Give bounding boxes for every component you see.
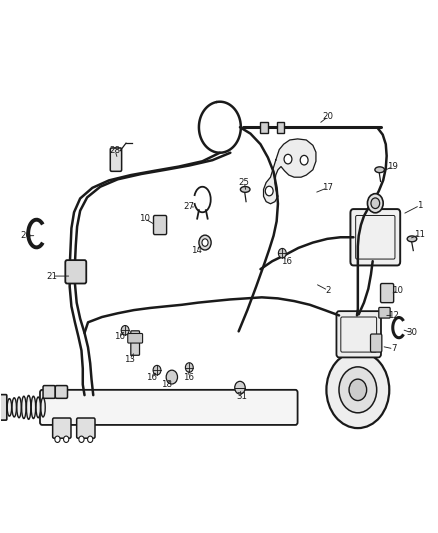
Text: 19: 19	[387, 162, 398, 171]
Ellipse shape	[41, 398, 45, 417]
FancyBboxPatch shape	[350, 209, 400, 265]
Ellipse shape	[36, 397, 40, 418]
Circle shape	[202, 239, 208, 246]
Text: 1: 1	[417, 201, 423, 210]
Text: 27: 27	[184, 203, 195, 212]
FancyBboxPatch shape	[77, 418, 95, 438]
Text: 21: 21	[47, 272, 58, 280]
Ellipse shape	[21, 396, 26, 418]
Text: 26: 26	[21, 231, 32, 240]
Ellipse shape	[26, 395, 31, 419]
Text: 18: 18	[161, 380, 172, 389]
FancyBboxPatch shape	[55, 385, 67, 398]
Circle shape	[64, 436, 69, 442]
Circle shape	[153, 366, 161, 375]
Text: 30: 30	[406, 328, 417, 337]
Text: 25: 25	[239, 178, 250, 187]
Circle shape	[199, 235, 211, 250]
Circle shape	[265, 186, 273, 196]
FancyBboxPatch shape	[153, 215, 166, 235]
FancyBboxPatch shape	[336, 311, 381, 358]
FancyBboxPatch shape	[381, 284, 394, 303]
Ellipse shape	[17, 397, 21, 418]
Circle shape	[284, 155, 292, 164]
Bar	[261, 122, 268, 133]
Text: 16: 16	[146, 373, 157, 382]
Ellipse shape	[7, 399, 12, 416]
FancyBboxPatch shape	[65, 260, 86, 284]
Text: 7: 7	[391, 344, 396, 353]
Text: 10: 10	[139, 214, 150, 223]
Circle shape	[166, 370, 177, 384]
Text: 13: 13	[124, 355, 135, 364]
Bar	[277, 122, 285, 133]
Circle shape	[185, 363, 193, 372]
Circle shape	[279, 248, 286, 258]
Ellipse shape	[407, 236, 417, 242]
Polygon shape	[264, 139, 316, 204]
Text: 16: 16	[114, 332, 125, 341]
FancyBboxPatch shape	[43, 385, 55, 398]
Text: 31: 31	[236, 392, 247, 401]
Text: 16: 16	[183, 373, 194, 382]
Text: 12: 12	[388, 311, 399, 320]
Circle shape	[300, 156, 308, 165]
FancyBboxPatch shape	[0, 394, 7, 420]
Circle shape	[349, 379, 367, 401]
Circle shape	[367, 193, 383, 213]
Ellipse shape	[31, 396, 35, 418]
Ellipse shape	[12, 398, 16, 417]
FancyBboxPatch shape	[40, 390, 297, 425]
Circle shape	[121, 326, 129, 335]
FancyBboxPatch shape	[53, 418, 71, 438]
Circle shape	[339, 367, 377, 413]
Text: 16: 16	[281, 257, 292, 265]
Ellipse shape	[375, 167, 385, 173]
Circle shape	[371, 198, 380, 208]
FancyBboxPatch shape	[128, 334, 143, 343]
Text: 28: 28	[110, 146, 120, 155]
Circle shape	[326, 352, 389, 428]
Text: 2: 2	[325, 286, 331, 295]
Text: 10: 10	[392, 286, 403, 295]
FancyBboxPatch shape	[110, 148, 122, 171]
Circle shape	[55, 436, 60, 442]
Text: 17: 17	[322, 183, 333, 192]
Text: 20: 20	[323, 112, 334, 121]
Circle shape	[79, 436, 84, 442]
Circle shape	[88, 436, 93, 442]
Ellipse shape	[240, 187, 250, 192]
Circle shape	[235, 381, 245, 394]
FancyBboxPatch shape	[379, 308, 390, 318]
FancyBboxPatch shape	[371, 334, 382, 352]
Text: 14: 14	[191, 246, 202, 255]
Text: 11: 11	[414, 230, 425, 239]
FancyBboxPatch shape	[131, 331, 140, 356]
